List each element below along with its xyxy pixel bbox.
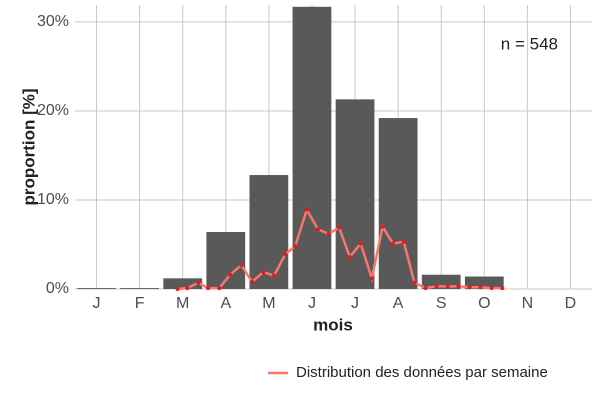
x-tick-label: A (220, 295, 231, 312)
weekly-point (380, 224, 385, 229)
y-tick-label: 0% (46, 280, 69, 297)
x-tick-label: D (565, 295, 577, 312)
weekly-point (347, 254, 352, 259)
weekly-point (390, 241, 395, 246)
weekly-point (217, 286, 222, 291)
weekly-point (250, 279, 255, 284)
weekly-point (478, 285, 483, 290)
weekly-point (175, 287, 180, 291)
weekly-point (369, 276, 374, 281)
weekly-point (434, 284, 439, 289)
x-tick-label: A (393, 295, 404, 312)
x-tick-label: J (93, 295, 101, 312)
bar (120, 288, 160, 289)
bar (335, 99, 375, 289)
x-tick-label: F (135, 295, 145, 312)
x-tick-label: O (478, 295, 490, 312)
x-axis-label: mois (313, 315, 353, 334)
bar (77, 288, 116, 289)
weekly-point (412, 280, 417, 285)
bar (163, 278, 203, 289)
y-tick-label: 30% (37, 13, 69, 30)
weekly-point (326, 231, 331, 236)
x-tick-label: S (436, 295, 447, 312)
x-tick-label: J (308, 295, 316, 312)
bar (292, 6, 332, 289)
weekly-point (239, 262, 244, 267)
bar (464, 276, 504, 289)
weekly-point (196, 280, 201, 285)
weekly-point (500, 286, 505, 291)
bar (249, 175, 289, 289)
weekly-point (283, 252, 288, 257)
weekly-point (228, 272, 233, 277)
weekly-point (358, 241, 363, 246)
bar (378, 118, 418, 289)
weekly-point (489, 286, 494, 291)
weekly-point (467, 285, 472, 290)
legend-label: Distribution des données par semaine (296, 364, 548, 381)
weekly-point (206, 286, 211, 291)
y-tick-label: 10% (37, 191, 69, 208)
weekly-point (337, 225, 342, 230)
x-tick-label: M (262, 295, 275, 312)
weekly-point (185, 286, 190, 291)
weekly-point (293, 244, 298, 249)
weekly-point (423, 286, 428, 291)
weekly-point (456, 284, 461, 289)
weekly-point (445, 284, 450, 289)
annotation: n = 548 (501, 34, 558, 53)
weekly-point (304, 207, 309, 212)
x-tick-label: N (522, 295, 534, 312)
x-tick-label: J (351, 295, 359, 312)
x-tick-label: M (176, 295, 189, 312)
y-tick-label: 20% (37, 102, 69, 119)
y-axis-label: proportion [%] (19, 88, 38, 205)
weekly-point (315, 227, 320, 232)
weekly-point (401, 239, 406, 244)
weekly-point (272, 273, 277, 278)
weekly-point (261, 270, 266, 275)
